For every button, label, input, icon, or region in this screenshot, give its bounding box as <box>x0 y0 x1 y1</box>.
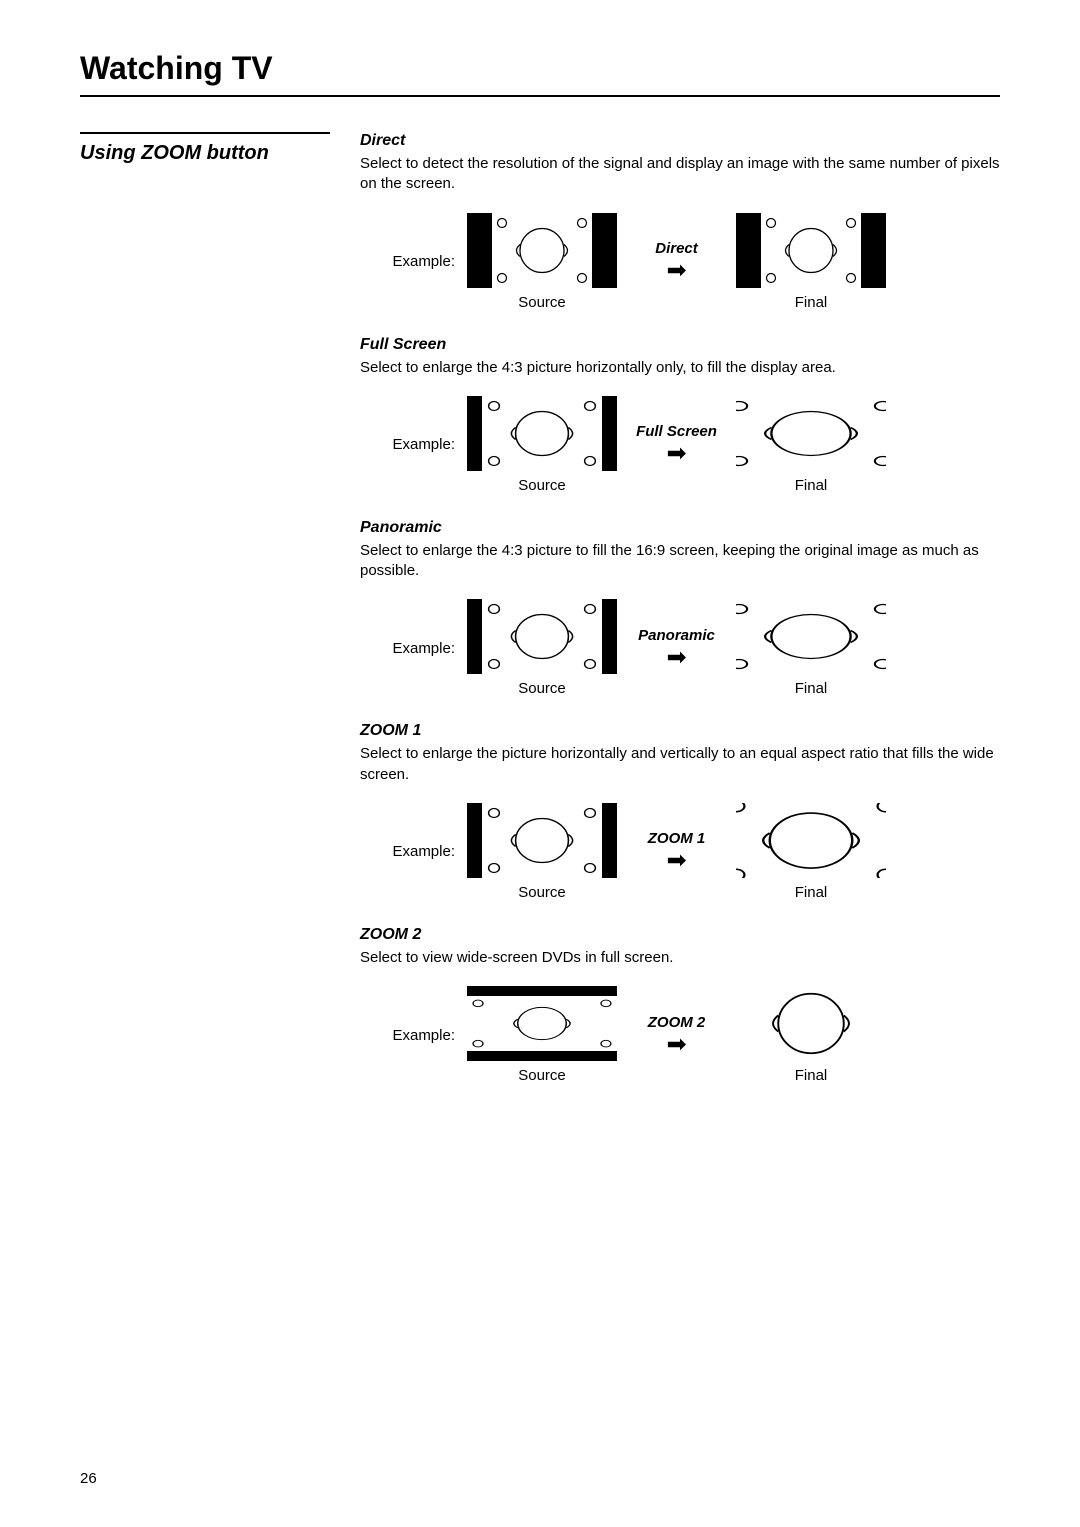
screen-column: Final <box>736 986 886 1084</box>
transition: Direct ➡ <box>629 240 724 283</box>
arrow-icon: ➡ <box>666 442 686 466</box>
transition-label: ZOOM 1 <box>648 830 706 847</box>
screen-inner <box>482 599 602 674</box>
source-caption: Source <box>518 477 566 494</box>
transition-label: ZOOM 2 <box>648 1014 706 1031</box>
screen-box <box>736 599 886 674</box>
screen-column: Final <box>736 396 886 494</box>
source-caption: Source <box>518 884 566 901</box>
screen-inner <box>736 599 886 674</box>
mode-title: ZOOM 1 <box>360 722 1000 740</box>
screen-column: Source <box>467 599 617 697</box>
screen-inner <box>736 396 886 471</box>
mode-description: Select to enlarge the 4:3 picture to fil… <box>360 541 1000 582</box>
transition: ZOOM 1 ➡ <box>629 830 724 873</box>
arrow-icon: ➡ <box>666 849 686 873</box>
final-caption: Final <box>795 294 828 311</box>
mode-description: Select to enlarge the picture horizontal… <box>360 744 1000 785</box>
screen-column: Final <box>736 803 886 901</box>
sidebar-title: Using ZOOM button <box>80 142 330 165</box>
screen-column: Source <box>467 803 617 901</box>
example-row: Example: Source Panoramic ➡ <box>380 599 1000 697</box>
page-number: 26 <box>80 1470 97 1487</box>
transition-label: Direct <box>655 240 698 257</box>
mode-section: ZOOM 2 Select to view wide-screen DVDs in… <box>360 926 1000 1084</box>
screen-box <box>467 213 617 288</box>
mode-title: Panoramic <box>360 519 1000 537</box>
main-content: Direct Select to detect the resolution of… <box>360 132 1000 1109</box>
screen-inner <box>482 803 602 878</box>
mode-section: Panoramic Select to enlarge the 4:3 pictu… <box>360 519 1000 698</box>
screen-box <box>467 396 617 471</box>
screen-box <box>467 599 617 674</box>
final-caption: Final <box>795 477 828 494</box>
sidebar: Using ZOOM button <box>80 132 330 1109</box>
screen-box <box>736 803 886 878</box>
mode-section: Full Screen Select to enlarge the 4:3 pic… <box>360 336 1000 494</box>
final-caption: Final <box>795 680 828 697</box>
screen-column: Final <box>736 599 886 697</box>
screen-box <box>467 986 617 1061</box>
transition: ZOOM 2 ➡ <box>629 1014 724 1057</box>
mode-title: Full Screen <box>360 336 1000 354</box>
transition: Panoramic ➡ <box>629 627 724 670</box>
transition-label: Full Screen <box>636 423 717 440</box>
example-row: Example: Source ZOOM 1 ➡ <box>380 803 1000 901</box>
mode-description: Select to enlarge the 4:3 picture horizo… <box>360 358 1000 378</box>
arrow-icon: ➡ <box>666 259 686 283</box>
page-title: Watching TV <box>80 50 1000 97</box>
screen-inner <box>736 986 886 1061</box>
mode-section: ZOOM 1 Select to enlarge the picture hori… <box>360 722 1000 901</box>
screen-inner <box>482 396 602 471</box>
example-row: Example: Source Direct ➡ <box>380 213 1000 311</box>
screen-inner <box>736 803 886 878</box>
mode-section: Direct Select to detect the resolution of… <box>360 132 1000 311</box>
arrow-icon: ➡ <box>666 646 686 670</box>
screen-inner <box>761 213 861 288</box>
transition: Full Screen ➡ <box>629 423 724 466</box>
screen-box <box>736 396 886 471</box>
mode-description: Select to view wide-screen DVDs in full … <box>360 948 1000 968</box>
screen-column: Source <box>467 396 617 494</box>
mode-title: Direct <box>360 132 1000 150</box>
arrow-icon: ➡ <box>666 1033 686 1057</box>
screen-column: Source <box>467 986 617 1084</box>
source-caption: Source <box>518 294 566 311</box>
screen-column: Final <box>736 213 886 311</box>
screen-box <box>467 803 617 878</box>
screen-column: Source <box>467 213 617 311</box>
example-label: Example: <box>380 843 455 860</box>
sidebar-title-box: Using ZOOM button <box>80 132 330 165</box>
example-label: Example: <box>380 640 455 657</box>
screen-box <box>736 986 886 1061</box>
content-wrapper: Using ZOOM button Direct Select to detect… <box>80 132 1000 1109</box>
mode-description: Select to detect the resolution of the s… <box>360 154 1000 195</box>
final-caption: Final <box>795 884 828 901</box>
example-label: Example: <box>380 436 455 453</box>
final-caption: Final <box>795 1067 828 1084</box>
example-label: Example: <box>380 253 455 270</box>
example-row: Example: Source Full Screen ➡ <box>380 396 1000 494</box>
example-label: Example: <box>380 1027 455 1044</box>
source-caption: Source <box>518 1067 566 1084</box>
screen-inner <box>492 213 592 288</box>
source-caption: Source <box>518 680 566 697</box>
transition-label: Panoramic <box>638 627 715 644</box>
example-row: Example: Source ZOOM 2 ➡ <box>380 986 1000 1084</box>
screen-inner <box>467 996 617 1051</box>
screen-box <box>736 213 886 288</box>
mode-title: ZOOM 2 <box>360 926 1000 944</box>
